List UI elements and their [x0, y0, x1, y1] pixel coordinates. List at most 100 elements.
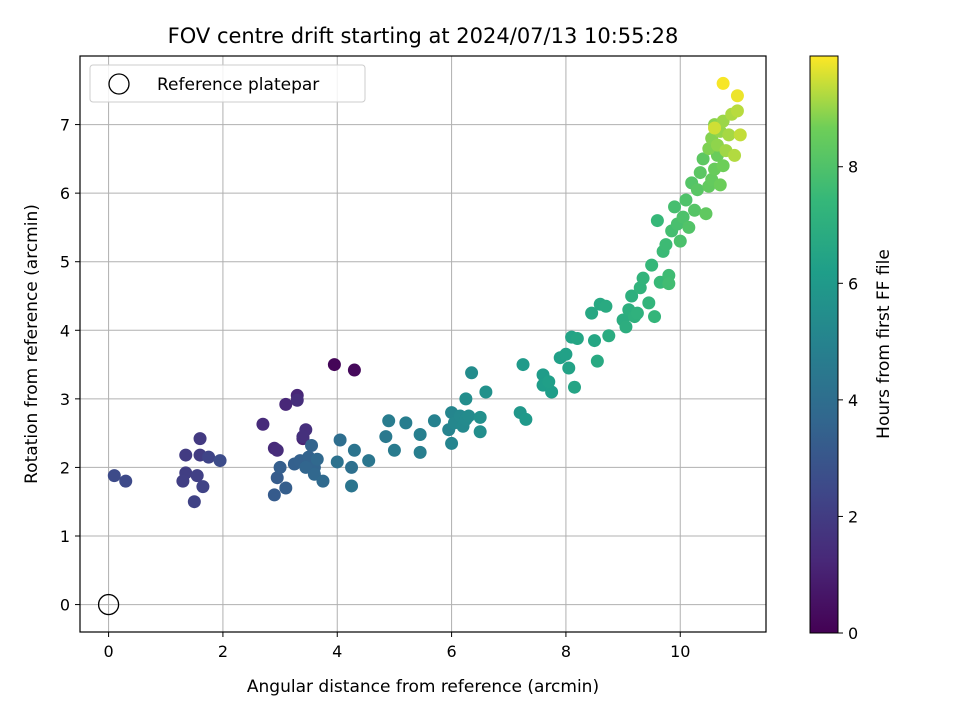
data-point — [676, 210, 690, 224]
data-point — [545, 385, 559, 399]
data-point — [688, 203, 702, 217]
data-point — [459, 392, 473, 406]
data-point — [196, 480, 210, 494]
data-point — [693, 166, 707, 180]
data-point — [193, 432, 207, 446]
y-tick-label: 5 — [60, 253, 70, 272]
legend-box — [89, 64, 366, 103]
data-point — [179, 448, 193, 462]
x-tick-label: 10 — [670, 642, 690, 661]
data-point — [542, 375, 556, 389]
data-point — [716, 76, 730, 90]
colorbar-tick-label: 6 — [848, 274, 858, 293]
data-point — [379, 430, 393, 444]
data-point — [462, 409, 476, 423]
colorbar-tick-label: 4 — [848, 391, 858, 410]
colorbar: 0 2 4 6 8 Hours from first FF file — [809, 55, 894, 643]
y-tick-label: 3 — [60, 390, 70, 409]
data-point — [630, 306, 644, 320]
data-point — [662, 277, 676, 291]
data-point — [333, 433, 347, 447]
data-point — [708, 121, 722, 135]
data-point — [279, 397, 293, 411]
data-point — [187, 495, 201, 509]
data-point — [690, 183, 704, 197]
data-point — [427, 414, 441, 428]
data-point — [479, 385, 493, 399]
data-point — [650, 214, 664, 228]
y-tick-label: 4 — [60, 321, 70, 340]
data-point — [279, 481, 293, 495]
data-point — [327, 358, 341, 372]
data-point — [316, 474, 330, 488]
colorbar-tick-label: 8 — [848, 158, 858, 177]
data-point — [673, 234, 687, 248]
data-point — [570, 332, 584, 346]
data-point — [713, 178, 727, 192]
data-point — [679, 193, 693, 207]
data-point — [699, 207, 713, 221]
plot-frame — [79, 55, 767, 633]
data-point — [296, 430, 310, 444]
data-point — [345, 479, 359, 493]
data-point — [728, 148, 742, 162]
data-point — [465, 366, 479, 380]
grid — [80, 56, 766, 632]
data-point — [659, 238, 673, 252]
data-point — [625, 289, 639, 303]
data-point — [516, 358, 530, 372]
data-point — [590, 354, 604, 368]
data-point — [345, 460, 359, 474]
data-point — [642, 296, 656, 310]
data-point — [202, 450, 216, 464]
data-point — [190, 469, 204, 483]
data-point — [602, 329, 616, 343]
legend-marker — [108, 73, 130, 95]
data-point — [399, 416, 413, 430]
data-point — [413, 445, 427, 459]
x-axis-label: Angular distance from reference (arcmin) — [247, 677, 599, 697]
reference-platepar-marker — [97, 593, 120, 616]
colorbar-ticks: 0 2 4 6 8 — [838, 158, 858, 643]
data-point — [636, 271, 650, 285]
data-point — [362, 454, 376, 468]
reference-marker-layer — [97, 593, 120, 616]
data-points — [107, 76, 747, 509]
data-point — [347, 363, 361, 377]
data-point — [567, 380, 581, 394]
data-point — [213, 454, 227, 468]
data-point — [119, 474, 133, 488]
data-point — [730, 104, 744, 118]
x-tick-label: 6 — [446, 642, 456, 661]
data-point — [330, 455, 344, 469]
data-point — [696, 152, 710, 166]
data-point — [387, 443, 401, 457]
data-point — [290, 393, 304, 407]
legend: Reference platepar — [89, 64, 366, 103]
data-point — [305, 438, 319, 452]
colorbar-tick-label: 2 — [848, 507, 858, 526]
data-point — [722, 128, 736, 142]
data-point — [619, 320, 633, 334]
data-point — [445, 436, 459, 450]
data-point — [473, 425, 487, 439]
y-tick-label: 2 — [60, 458, 70, 477]
data-point — [559, 347, 573, 361]
data-point — [645, 258, 659, 272]
data-point — [176, 474, 190, 488]
data-point — [413, 428, 427, 442]
x-axis-ticks: 0 2 4 6 8 10 — [103, 632, 690, 661]
data-point — [347, 443, 361, 457]
y-axis-label: Rotation from reference (arcmin) — [22, 204, 42, 484]
x-tick-label: 4 — [332, 642, 342, 661]
data-point — [733, 128, 747, 142]
data-point — [668, 200, 682, 214]
colorbar-label: Hours from first FF file — [874, 249, 894, 439]
data-point — [256, 417, 270, 431]
data-point — [382, 414, 396, 428]
colorbar-tick-label: 0 — [848, 624, 858, 643]
data-point — [588, 334, 601, 348]
data-point — [585, 306, 599, 320]
chart-title: FOV centre drift starting at 2024/07/13 … — [168, 24, 679, 48]
